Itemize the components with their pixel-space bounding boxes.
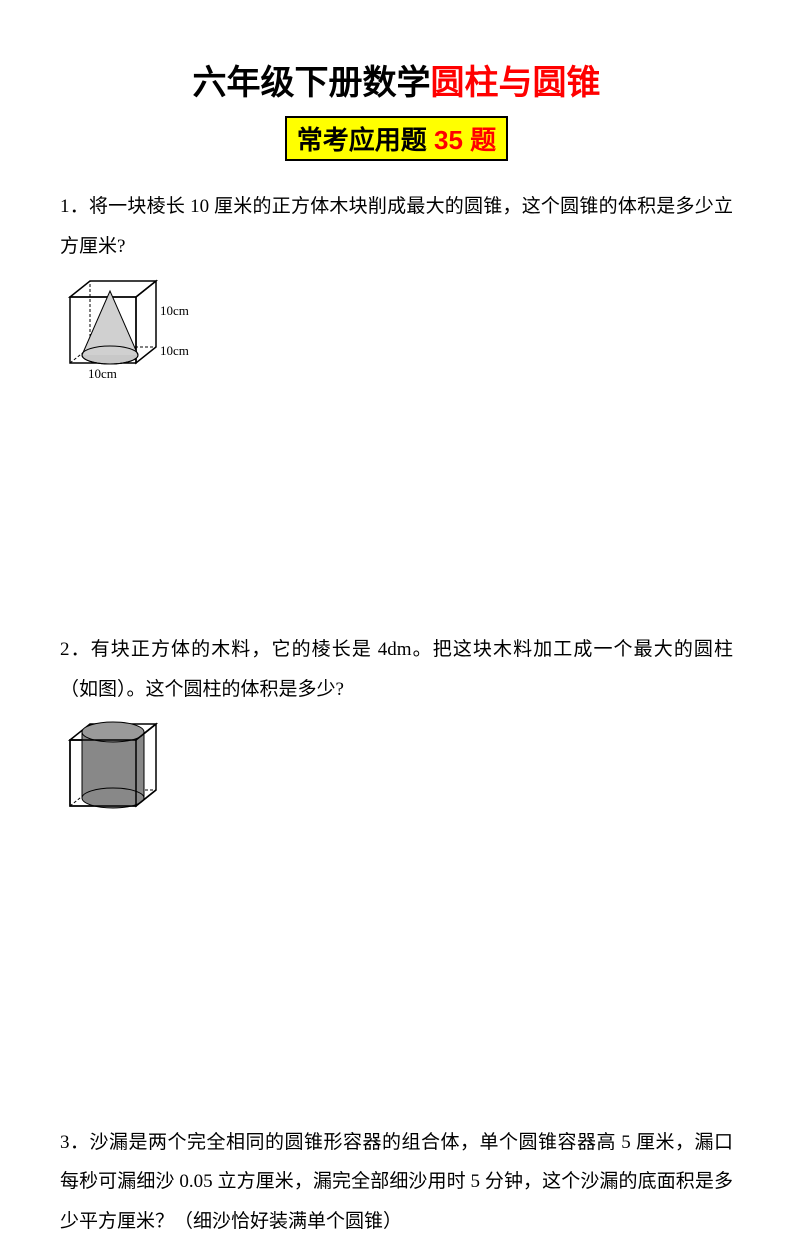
question-1-text: 1．将一块棱长 10 厘米的正方体木块削成最大的圆锥，这个圆锥的体积是多少立方厘… xyxy=(60,187,733,267)
fig1-label-bottom: 10cm xyxy=(88,366,117,381)
figure-2-cube-cylinder xyxy=(60,718,733,833)
fig1-label-right: 10cm xyxy=(160,343,189,358)
subtitle-highlight-box: 常考应用题 35 题 xyxy=(285,116,508,161)
question-3-text: 3．沙漏是两个完全相同的圆锥形容器的组合体，单个圆锥容器高 5 厘米，漏口每秒可… xyxy=(60,1123,733,1242)
title-black: 六年级下册数学 xyxy=(193,64,431,102)
figure-1-cube-cone: 10cm 10cm 10cm xyxy=(60,275,733,390)
page-title: 六年级下册数学圆柱与圆锥 xyxy=(60,55,733,104)
subtitle-black: 常考应用题 xyxy=(297,125,434,155)
subtitle-row: 常考应用题 35 题 xyxy=(60,116,733,161)
title-red: 圆柱与圆锥 xyxy=(431,64,601,102)
fig1-label-top: 10cm xyxy=(160,303,189,318)
question-2-text: 2．有块正方体的木料，它的棱长是 4dm。把这块木料加工成一个最大的圆柱（如图）… xyxy=(60,630,733,710)
subtitle-red: 35 题 xyxy=(434,125,496,155)
